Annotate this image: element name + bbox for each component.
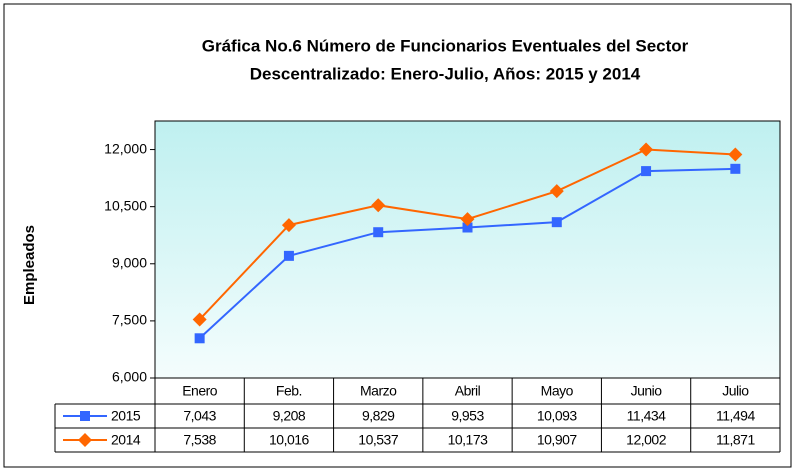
marker xyxy=(371,198,386,213)
y-tick-label: 6,000 xyxy=(112,369,147,385)
table-value: 11,434 xyxy=(627,408,666,424)
x-tick-label: Abril xyxy=(455,383,481,399)
table-value: 10,907 xyxy=(537,432,578,448)
y-tick-label: 10,500 xyxy=(104,197,147,213)
x-tick-label: Mayo xyxy=(541,383,574,399)
x-tick-label: Julio xyxy=(722,383,749,399)
marker xyxy=(641,166,652,177)
y-tick-label: 12,000 xyxy=(104,140,147,156)
marker xyxy=(639,142,654,157)
x-tick-label: Feb. xyxy=(276,383,302,399)
table-value: 10,173 xyxy=(448,432,489,448)
table-value: 9,829 xyxy=(362,408,395,424)
marker xyxy=(192,312,207,327)
x-tick-label: Marzo xyxy=(360,383,397,399)
legend-label: 2015 xyxy=(111,408,141,424)
chart-title: Gráfica No.6 Número de Funcionarios Even… xyxy=(202,36,689,55)
marker xyxy=(549,184,564,199)
table-value: 10,093 xyxy=(537,408,578,424)
marker xyxy=(728,147,743,162)
x-tick-label: Enero xyxy=(182,383,218,399)
marker xyxy=(281,218,296,233)
y-tick-label: 7,500 xyxy=(112,312,147,328)
table-value: 9,953 xyxy=(451,408,484,424)
plot-area xyxy=(154,120,781,379)
table-value: 10,016 xyxy=(269,432,310,448)
legend-label: 2014 xyxy=(111,432,141,448)
marker xyxy=(730,163,741,174)
table-value: 9,208 xyxy=(273,408,306,424)
chart-title: Descentralizado: Enero-Julio, Años: 2015… xyxy=(250,64,641,83)
table-value: 10,537 xyxy=(358,432,399,448)
marker xyxy=(462,222,473,233)
marker xyxy=(194,333,205,344)
x-tick-label: Junio xyxy=(631,383,663,399)
table-value: 11,871 xyxy=(716,432,755,448)
table-value: 12,002 xyxy=(626,432,667,448)
marker xyxy=(78,433,92,447)
y-axis-label: Empleados xyxy=(21,225,38,305)
table-value: 11,494 xyxy=(716,408,755,424)
table-value: 7,043 xyxy=(183,408,216,424)
table-value: 7,538 xyxy=(183,432,216,448)
marker xyxy=(373,227,384,238)
marker xyxy=(551,217,562,228)
y-tick-label: 9,000 xyxy=(112,254,147,270)
marker xyxy=(283,250,294,261)
marker xyxy=(460,212,475,227)
marker xyxy=(80,411,90,421)
